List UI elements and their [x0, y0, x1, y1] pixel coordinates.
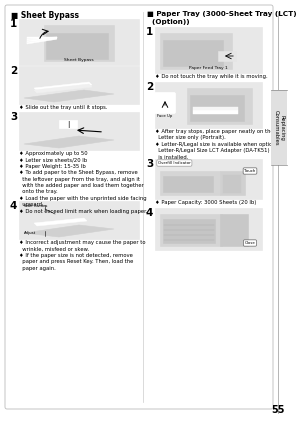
Text: Side Guides: Side Guides [24, 204, 47, 208]
Bar [27, 37, 57, 38]
Text: 4: 4 [10, 201, 17, 211]
Bar [223, 175, 241, 193]
Text: Overfill Indicator: Overfill Indicator [158, 161, 191, 165]
Bar [163, 219, 215, 243]
Bar [193, 107, 238, 110]
Text: ♦ Incorrect adjustment may cause the paper to
  wrinkle, misfeed or skew.
♦ If t: ♦ Incorrect adjustment may cause the pap… [19, 240, 146, 271]
Bar [160, 33, 232, 69]
Polygon shape [34, 84, 92, 93]
Text: Paper Feed Tray 1: Paper Feed Tray 1 [189, 66, 228, 70]
Bar [163, 176, 213, 192]
Bar [160, 171, 220, 195]
FancyBboxPatch shape [154, 93, 176, 113]
Text: ♦ Paper Capacity: 3000 Sheets (20 lb): ♦ Paper Capacity: 3000 Sheets (20 lb) [155, 200, 256, 205]
Bar [19, 19, 139, 65]
Text: |: | [67, 121, 69, 128]
Bar [187, 88, 252, 124]
Bar [46, 33, 108, 59]
Bar [19, 66, 139, 104]
Text: Close: Close [244, 241, 255, 245]
Bar [155, 82, 262, 128]
Text: 2: 2 [10, 66, 17, 76]
Text: Sheet Bypass: Sheet Bypass [64, 58, 94, 62]
Polygon shape [24, 90, 114, 102]
Text: ♦ After tray stops, place paper neatly on the tray.
  Letter size only (Portrait: ♦ After tray stops, place paper neatly o… [155, 129, 287, 160]
Polygon shape [34, 82, 92, 91]
Bar [19, 112, 139, 150]
Text: Touch: Touch [244, 169, 256, 173]
FancyBboxPatch shape [5, 5, 273, 409]
Text: ■ Paper Tray (3000-Sheet Tray (LCT)
  (Option)): ■ Paper Tray (3000-Sheet Tray (LCT) (Opt… [147, 11, 297, 25]
Text: ♦ Slide out the tray until it stops.: ♦ Slide out the tray until it stops. [19, 105, 107, 110]
Text: 55: 55 [271, 405, 285, 415]
Bar [163, 40, 223, 66]
Bar [19, 201, 139, 239]
Bar [155, 159, 262, 199]
Bar [155, 208, 262, 250]
Text: 3: 3 [10, 112, 17, 122]
Bar [27, 37, 57, 42]
Text: ■ Sheet Bypass: ■ Sheet Bypass [11, 11, 79, 20]
Bar [27, 38, 57, 44]
Polygon shape [24, 225, 114, 237]
Text: Face Up: Face Up [157, 114, 173, 118]
Text: ♦ Approximately up to 50
♦ Letter size sheets/20 lb
♦ Paper Weight: 15-35 lb
♦ T: ♦ Approximately up to 50 ♦ Letter size s… [19, 151, 148, 214]
Bar [271, 90, 287, 165]
Text: ♦ Do not touch the tray while it is moving.: ♦ Do not touch the tray while it is movi… [155, 74, 268, 79]
Bar [27, 37, 57, 40]
Text: 4: 4 [146, 208, 153, 218]
Polygon shape [34, 218, 87, 226]
Bar [218, 51, 236, 61]
Polygon shape [24, 136, 114, 148]
Bar [160, 214, 222, 246]
Text: 2: 2 [146, 82, 153, 92]
Bar [44, 25, 114, 61]
Bar [155, 27, 262, 73]
Bar [193, 110, 238, 114]
Text: Replacing
Consumables: Replacing Consumables [274, 110, 284, 145]
Text: 3: 3 [146, 159, 153, 169]
Bar [220, 214, 248, 246]
Text: 1: 1 [10, 19, 17, 29]
Text: Adjust: Adjust [24, 231, 36, 235]
Bar [59, 120, 77, 128]
Text: 1: 1 [146, 27, 153, 37]
Bar [220, 171, 245, 195]
Bar [190, 95, 244, 121]
